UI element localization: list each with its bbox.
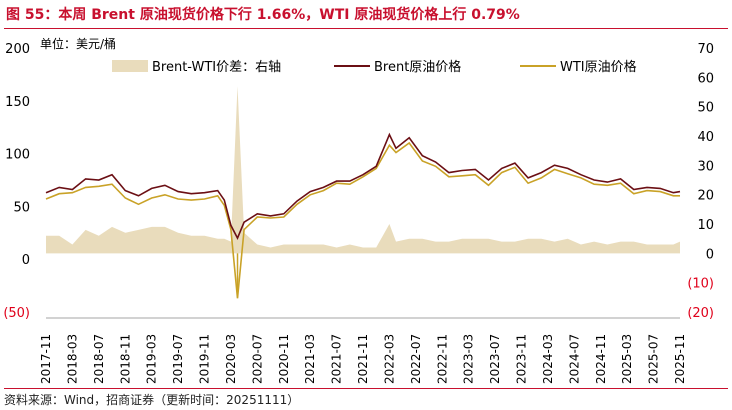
x-tick-label: 2022-03 — [382, 334, 396, 384]
x-tick-label: 2022-11 — [435, 334, 449, 384]
right-tick-label: 30 — [697, 159, 714, 174]
x-tick-label: 2019-07 — [171, 334, 185, 384]
x-tick-label: 2020-03 — [224, 334, 238, 384]
right-tick-label: 40 — [697, 130, 714, 145]
right-tick-label: (20) — [687, 306, 714, 321]
oil-price-chart: (50) 0 50 100 150 200 (20) (10) 0 10 20 30 40 50 60 70… — [3, 42, 714, 384]
x-tick-label: 2018-03 — [65, 334, 79, 384]
x-tick-label: 2023-11 — [515, 334, 529, 384]
unit-label: 单位：美元/桶 — [40, 37, 117, 51]
wti-line — [45, 141, 680, 299]
footer-rule — [4, 388, 728, 389]
x-tick-label: 2022-07 — [409, 334, 423, 384]
x-tick-label: 2025-07 — [647, 334, 661, 384]
x-tick-label: 2024-07 — [567, 334, 581, 384]
left-tick-label: 150 — [5, 95, 30, 110]
x-tick-label: 2018-07 — [92, 334, 106, 384]
x-axis: 2017-11 2018-03 2018-07 2018-11 2019-03 2019-… — [39, 317, 687, 384]
x-tick-label: 2023-07 — [488, 334, 502, 384]
right-tick-label: 10 — [697, 218, 714, 233]
x-tick-label: 2024-11 — [594, 334, 608, 384]
source-note: 资料来源：Wind，招商证券（更新时间：20251111） — [4, 393, 300, 407]
legend: Brent-WTI价差：右轴 Brent原油价格 WTI原油价格 — [112, 59, 637, 75]
right-tick-label: 50 — [697, 101, 714, 116]
x-tick-label: 2023-03 — [462, 334, 476, 384]
right-tick-label: 0 — [706, 247, 714, 262]
left-tick-label: 200 — [5, 42, 30, 57]
x-tick-label: 2018-11 — [118, 334, 132, 384]
right-tick-label: 70 — [697, 42, 714, 57]
x-tick-label: 2021-11 — [356, 334, 370, 384]
left-tick-label: (50) — [3, 306, 30, 321]
legend-swatch-spread — [112, 60, 148, 72]
left-tick-label: 50 — [13, 200, 30, 215]
x-tick-label: 2019-11 — [198, 334, 212, 384]
right-axis: (20) (10) 0 10 20 30 40 50 60 70 — [687, 42, 714, 321]
left-tick-label: 0 — [22, 253, 30, 268]
left-axis: (50) 0 50 100 150 200 — [3, 42, 30, 321]
x-tick-label: 2024-03 — [541, 334, 555, 384]
x-tick-label: 2021-03 — [303, 334, 317, 384]
spread-area-layer — [46, 86, 680, 298]
x-tick-label: 2017-11 — [39, 334, 53, 384]
left-tick-label: 100 — [5, 148, 30, 163]
spread-area — [46, 86, 680, 254]
x-tick-label: 2025-03 — [620, 334, 634, 384]
x-tick-label: 2025-11 — [673, 334, 687, 384]
x-tick-label: 2021-07 — [330, 334, 344, 384]
brent-line — [45, 132, 681, 240]
x-tick-label: 2019-03 — [145, 334, 159, 384]
right-tick-label: (10) — [687, 277, 714, 292]
x-tick-label: 2020-07 — [250, 334, 264, 384]
chart-title: 图 55：本周 Brent 原油现货价格下行 1.66%，WTI 原油现货价格上… — [6, 7, 520, 23]
legend-label: WTI原油价格 — [560, 59, 637, 75]
legend-label: Brent原油价格 — [374, 59, 461, 75]
right-tick-label: 60 — [697, 71, 714, 86]
price-lines-layer — [45, 132, 681, 299]
right-tick-label: 20 — [697, 189, 714, 204]
legend-label: Brent-WTI价差：右轴 — [152, 60, 281, 75]
x-tick-label: 2020-11 — [277, 334, 291, 384]
title-rule — [4, 28, 728, 29]
